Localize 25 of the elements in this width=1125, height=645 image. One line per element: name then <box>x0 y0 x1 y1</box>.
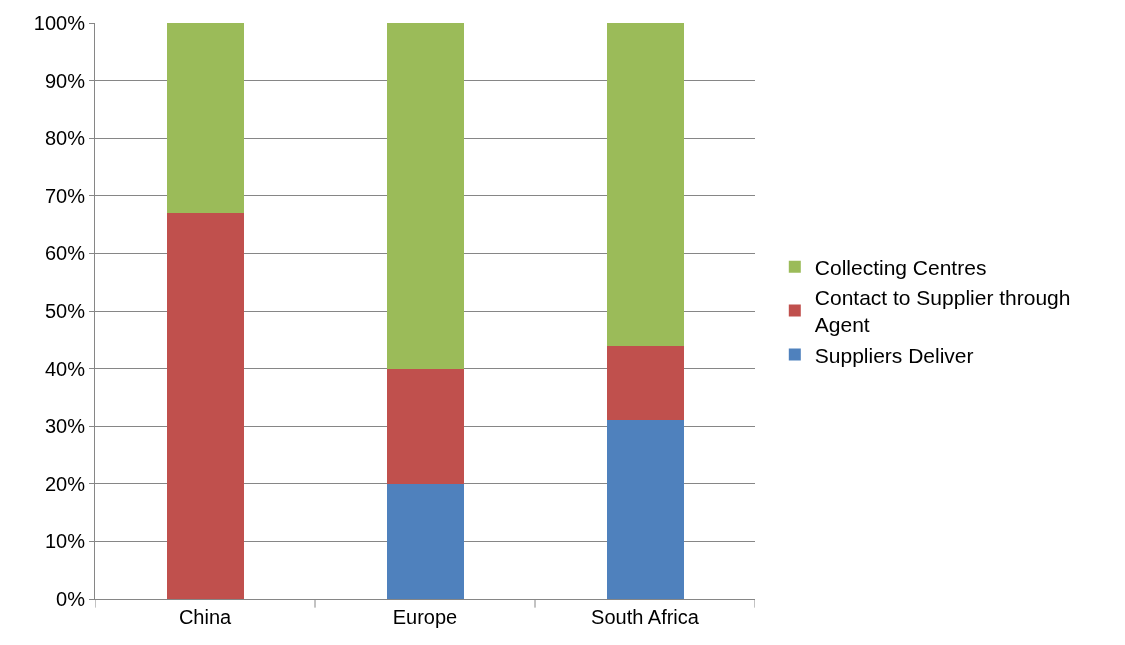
y-tick-label: 80% <box>44 127 86 150</box>
bar <box>607 23 684 346</box>
bar <box>167 213 244 599</box>
legend-label: Collecting Centres <box>814 255 987 279</box>
y-tick-label: 0% <box>56 588 86 610</box>
y-tick-label: 50% <box>44 300 86 322</box>
bar <box>607 420 684 599</box>
bar <box>387 369 464 484</box>
bar <box>387 484 464 599</box>
legend-label: Contact to Supplier through Agent <box>814 286 1071 337</box>
y-tick-label: 70% <box>44 184 86 207</box>
y-tick-label: 30% <box>44 415 86 438</box>
x-tick-label: South Africa <box>591 606 700 628</box>
y-tick-label: 90% <box>44 69 86 92</box>
bar <box>167 23 244 213</box>
x-tick-label: Europe <box>392 606 458 628</box>
bar <box>387 23 464 369</box>
y-tick-label: 40% <box>44 357 86 380</box>
y-tick-label: 10% <box>44 530 86 553</box>
x-tick-label: China <box>178 606 232 628</box>
y-tick-label: 20% <box>44 472 86 495</box>
y-tick-label: 60% <box>44 242 86 265</box>
y-tick-label: 100% <box>33 12 86 34</box>
bar <box>607 346 684 420</box>
legend-label: Suppliers Deliver <box>814 343 974 367</box>
